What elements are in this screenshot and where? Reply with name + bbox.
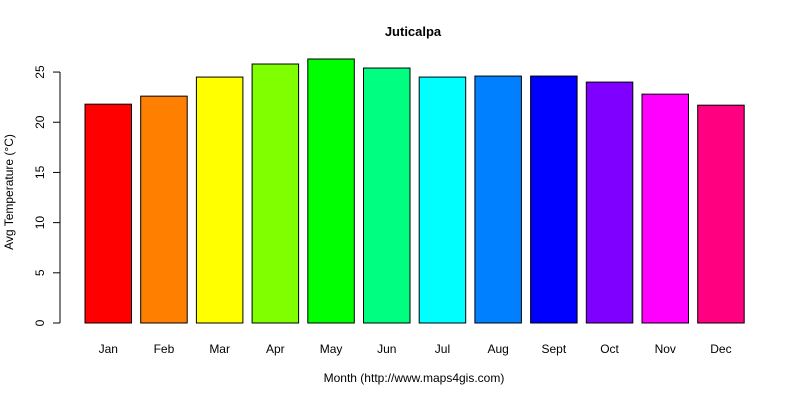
x-tick-label: Dec xyxy=(710,342,731,356)
y-tick-label: 5 xyxy=(33,269,47,276)
bar-jan xyxy=(84,103,132,324)
y-tick-label: 0 xyxy=(33,319,47,326)
bar-apr xyxy=(251,63,300,324)
chart-title: Juticalpa xyxy=(385,24,442,39)
bar-jul xyxy=(418,76,467,324)
bar-nov xyxy=(641,93,689,324)
x-tick-label: Aug xyxy=(487,342,508,356)
x-axis-title: Month (http://www.maps4gis.com) xyxy=(324,371,505,385)
x-tick-label: Jun xyxy=(377,342,396,356)
y-axis-title: Avg Temperature (°C) xyxy=(2,134,16,250)
x-tick-label: Jan xyxy=(99,342,118,356)
y-tick-label: 10 xyxy=(33,216,47,230)
bars-group xyxy=(84,58,745,324)
bar-aug xyxy=(474,75,522,324)
x-tick-label: Oct xyxy=(600,342,619,356)
bar-feb xyxy=(140,95,188,324)
y-tick-label: 15 xyxy=(33,165,47,179)
bar-sept xyxy=(530,75,578,324)
bar-oct xyxy=(585,81,634,324)
y-axis: 0 5 10 15 20 25 xyxy=(33,65,61,326)
bar-mar xyxy=(195,76,244,324)
x-tick-label: Mar xyxy=(209,342,230,356)
x-tick-label: Sept xyxy=(542,342,567,356)
y-tick-label: 20 xyxy=(33,115,47,129)
bar-jun xyxy=(363,67,411,324)
x-tick-label: Feb xyxy=(154,342,175,356)
x-tick-label: May xyxy=(320,342,343,356)
x-axis-labels: Jan Feb Mar Apr May Jun Jul Aug Sept Oct Nov Dec xyxy=(99,342,732,356)
x-tick-label: Jul xyxy=(435,342,450,356)
bar-dec xyxy=(697,104,745,324)
x-tick-label: Apr xyxy=(266,342,285,356)
x-tick-label: Nov xyxy=(655,342,676,356)
y-tick-label: 25 xyxy=(33,65,47,79)
bar-may xyxy=(307,58,355,324)
